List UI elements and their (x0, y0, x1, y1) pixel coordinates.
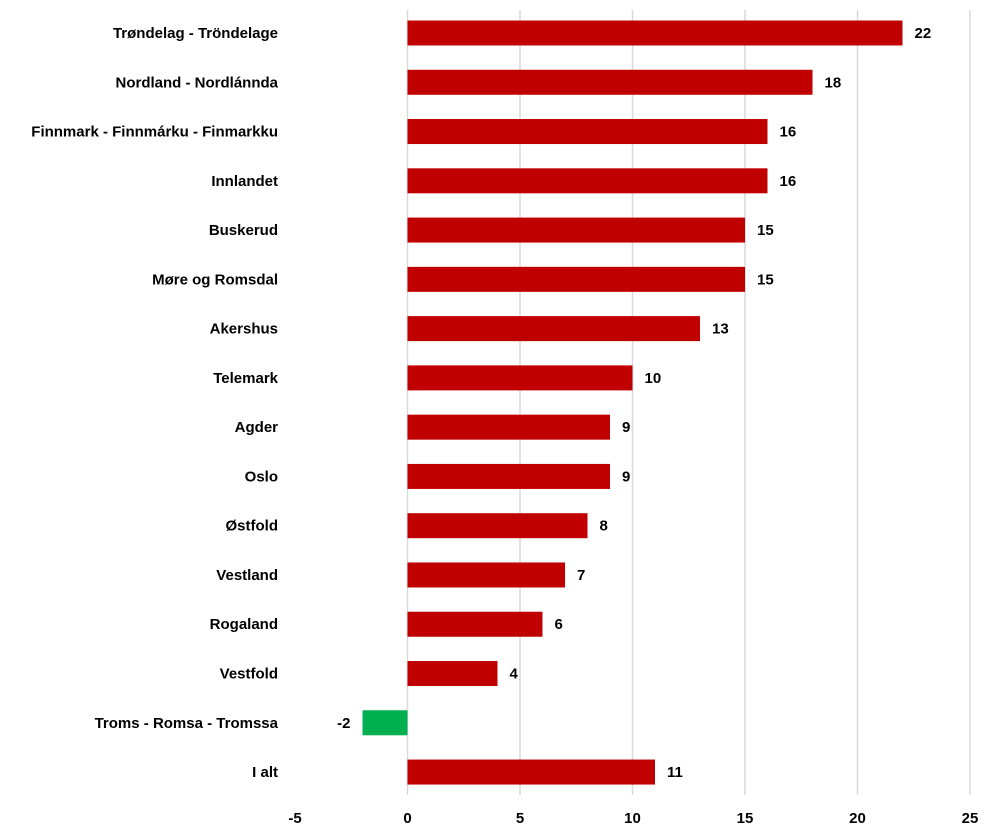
value-label: 8 (600, 518, 608, 535)
bar (407, 463, 610, 489)
bar (407, 316, 700, 342)
category-label: Agder (235, 419, 279, 436)
bar (407, 661, 498, 687)
category-label: Østfold (226, 518, 279, 535)
category-label: I alt (252, 764, 278, 781)
bar (407, 168, 768, 194)
x-tick-label: 0 (403, 810, 411, 827)
value-label: 10 (645, 370, 662, 387)
bar (407, 513, 588, 539)
bar (407, 562, 565, 588)
bars (362, 20, 903, 785)
value-label: 9 (622, 419, 630, 436)
value-label: 13 (712, 321, 729, 338)
x-tick-label: -5 (288, 810, 301, 827)
category-labels: Trøndelag - Tröndelage Nordland - Nordlán… (31, 25, 278, 781)
value-label: 22 (915, 25, 932, 42)
value-label: 18 (825, 74, 842, 91)
category-label: Akershus (210, 321, 278, 338)
category-label: Nordland - Nordlánnda (116, 74, 279, 91)
bar (407, 69, 813, 95)
x-tick-label: 15 (737, 810, 754, 827)
bar (407, 414, 610, 440)
category-label: Vestfold (220, 666, 278, 683)
x-tick-label: 10 (624, 810, 641, 827)
category-label: Møre og Romsdal (152, 271, 278, 288)
bar (362, 710, 408, 736)
x-tick-label: 25 (962, 810, 979, 827)
category-label: Telemark (213, 370, 278, 387)
category-label: Finnmark - Finnmárku - Finmarkku (31, 124, 278, 141)
value-label: 15 (757, 271, 774, 288)
bar (407, 266, 745, 292)
value-label: 16 (780, 173, 797, 190)
bar (407, 611, 543, 637)
bar (407, 365, 633, 391)
value-label: 11 (667, 764, 683, 781)
category-label: Vestland (216, 567, 278, 584)
value-label: 9 (622, 468, 630, 485)
value-label: 16 (780, 124, 797, 141)
category-label: Innlandet (211, 173, 278, 190)
category-label: Troms - Romsa - Tromssa (95, 715, 279, 732)
x-tick-label: 20 (849, 810, 866, 827)
value-label: 4 (510, 666, 519, 683)
value-label: -2 (337, 715, 350, 732)
category-label: Buskerud (209, 222, 278, 239)
x-axis-tick-labels: -5 0 5 10 15 20 25 (288, 810, 978, 827)
category-label: Trøndelag - Tröndelage (113, 25, 278, 42)
value-label: 6 (555, 616, 563, 633)
category-label: Rogaland (210, 616, 278, 633)
category-label: Oslo (245, 468, 278, 485)
value-label: 15 (757, 222, 774, 239)
bar (407, 759, 655, 785)
bar (407, 217, 745, 243)
value-label: 7 (577, 567, 585, 584)
x-tick-label: 5 (516, 810, 524, 827)
bar (407, 20, 903, 46)
value-labels: 22 18 16 16 15 15 13 10 9 9 8 7 6 4 -2 11 (337, 25, 931, 781)
bar (407, 119, 768, 145)
